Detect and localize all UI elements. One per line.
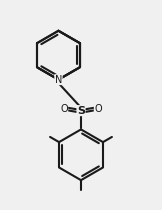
Text: O: O [94, 104, 102, 114]
Text: O: O [60, 104, 68, 114]
Text: S: S [77, 106, 85, 116]
Text: N: N [55, 75, 62, 85]
